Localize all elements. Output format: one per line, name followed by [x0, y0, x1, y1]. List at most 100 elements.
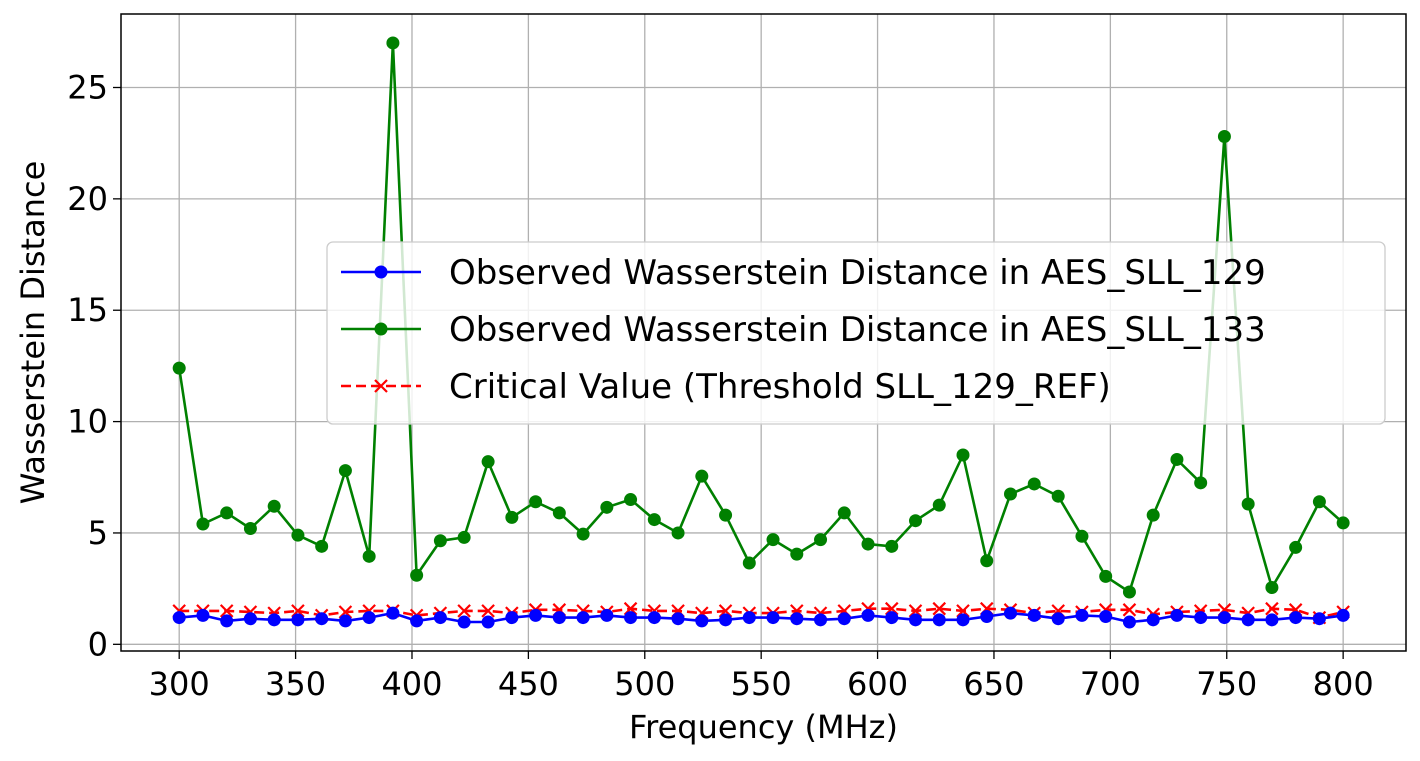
data-point: [814, 533, 828, 547]
data-point: [1289, 611, 1303, 625]
ticks: 300 350 400 450 500 550 600 650 700 750 800 0 5 10 15 2…: [67, 69, 1373, 704]
legend-entry: Critical Value (Threshold SLL_129_REF): [341, 367, 1111, 407]
data-point: [1265, 601, 1279, 616]
data-point: [1003, 606, 1017, 620]
data-point: [338, 614, 352, 628]
y-tick-label: 20: [67, 180, 108, 218]
data-point: [1003, 487, 1017, 501]
y-tick-label: 10: [67, 403, 108, 441]
data-point: [909, 613, 923, 627]
data-point: [1099, 609, 1113, 623]
data-point: [600, 608, 614, 622]
data-point: [885, 611, 899, 625]
x-tick-label: 350: [265, 665, 326, 703]
series-2: [172, 36, 1350, 599]
data-point: [386, 606, 400, 620]
y-tick-label: 0: [88, 625, 108, 663]
data-point: [932, 498, 946, 512]
data-point: [362, 549, 376, 563]
data-point: [338, 464, 352, 478]
data-point: [386, 36, 400, 50]
data-point: [362, 611, 376, 625]
y-tick-label: 15: [67, 291, 108, 329]
data-point: [410, 614, 424, 628]
data-point: [624, 611, 638, 625]
x-tick-label: 550: [731, 665, 792, 703]
data-point: [671, 526, 685, 540]
data-point: [1075, 529, 1089, 543]
data-point: [481, 455, 495, 469]
legend-entry: Observed Wasserstein Distance in AES_SLL…: [341, 310, 1266, 350]
data-point: [980, 609, 994, 623]
data-point: [219, 604, 234, 618]
data-point: [1170, 452, 1184, 466]
data-point: [457, 604, 471, 618]
legend-swatch-marker: [374, 322, 388, 336]
data-point: [433, 534, 447, 548]
data-point: [1027, 477, 1041, 491]
data-point: [220, 614, 234, 628]
data-point: [932, 613, 946, 627]
data-point: [766, 611, 780, 625]
data-point: [790, 612, 804, 626]
x-tick-label: 650: [963, 665, 1024, 703]
data-point: [576, 527, 590, 541]
data-point: [457, 615, 471, 629]
data-point: [1241, 613, 1255, 627]
data-point: [1194, 611, 1208, 625]
data-point: [671, 612, 685, 626]
data-point: [837, 612, 851, 626]
data-point: [909, 514, 923, 528]
legend-swatch-marker: [374, 265, 388, 279]
x-tick-label: 700: [1080, 665, 1141, 703]
data-point: [267, 613, 281, 627]
data-point: [1075, 608, 1089, 622]
x-axis-title: Frequency (MHz): [629, 708, 898, 746]
data-point: [837, 506, 851, 520]
data-point: [1051, 489, 1065, 503]
y-tick-label: 25: [67, 69, 108, 107]
data-point: [885, 539, 899, 553]
data-point: [505, 611, 519, 625]
legend-label: Critical Value (Threshold SLL_129_REF): [449, 367, 1111, 407]
legend-box: [326, 241, 1386, 425]
data-point: [243, 522, 257, 535]
data-point: [790, 547, 804, 561]
legend-entry: Observed Wasserstein Distance in AES_SLL…: [341, 253, 1266, 293]
data-point: [1051, 612, 1065, 626]
data-point: [719, 508, 733, 522]
legend-label: Observed Wasserstein Distance in AES_SLL…: [449, 253, 1266, 293]
x-tick-label: 500: [614, 665, 675, 703]
data-point: [1170, 608, 1184, 622]
data-point: [481, 604, 495, 618]
data-point: [220, 506, 234, 520]
data-point: [576, 611, 590, 625]
data-point: [719, 613, 733, 627]
data-point: [1122, 603, 1137, 617]
data-point: [766, 533, 780, 547]
data-point: [1312, 612, 1326, 626]
data-point: [600, 500, 614, 514]
series-layer: [172, 36, 1350, 629]
data-point: [315, 612, 329, 626]
plot-frame: [120, 13, 1407, 652]
data-point: [695, 614, 709, 628]
data-point: [291, 528, 305, 542]
data-point: [529, 608, 543, 622]
data-point: [410, 568, 424, 582]
data-point: [1217, 130, 1231, 143]
data-point: [1217, 611, 1231, 625]
data-point: [742, 611, 756, 625]
data-point: [861, 608, 875, 622]
data-point: [1146, 613, 1160, 627]
data-point: [1265, 613, 1279, 627]
data-point: [861, 537, 875, 551]
data-point: [315, 539, 329, 553]
x-tick-label: 800: [1313, 665, 1374, 703]
data-point: [291, 613, 305, 627]
data-point: [529, 495, 543, 509]
data-point: [695, 469, 709, 483]
data-point: [433, 611, 447, 625]
data-point: [624, 493, 638, 507]
